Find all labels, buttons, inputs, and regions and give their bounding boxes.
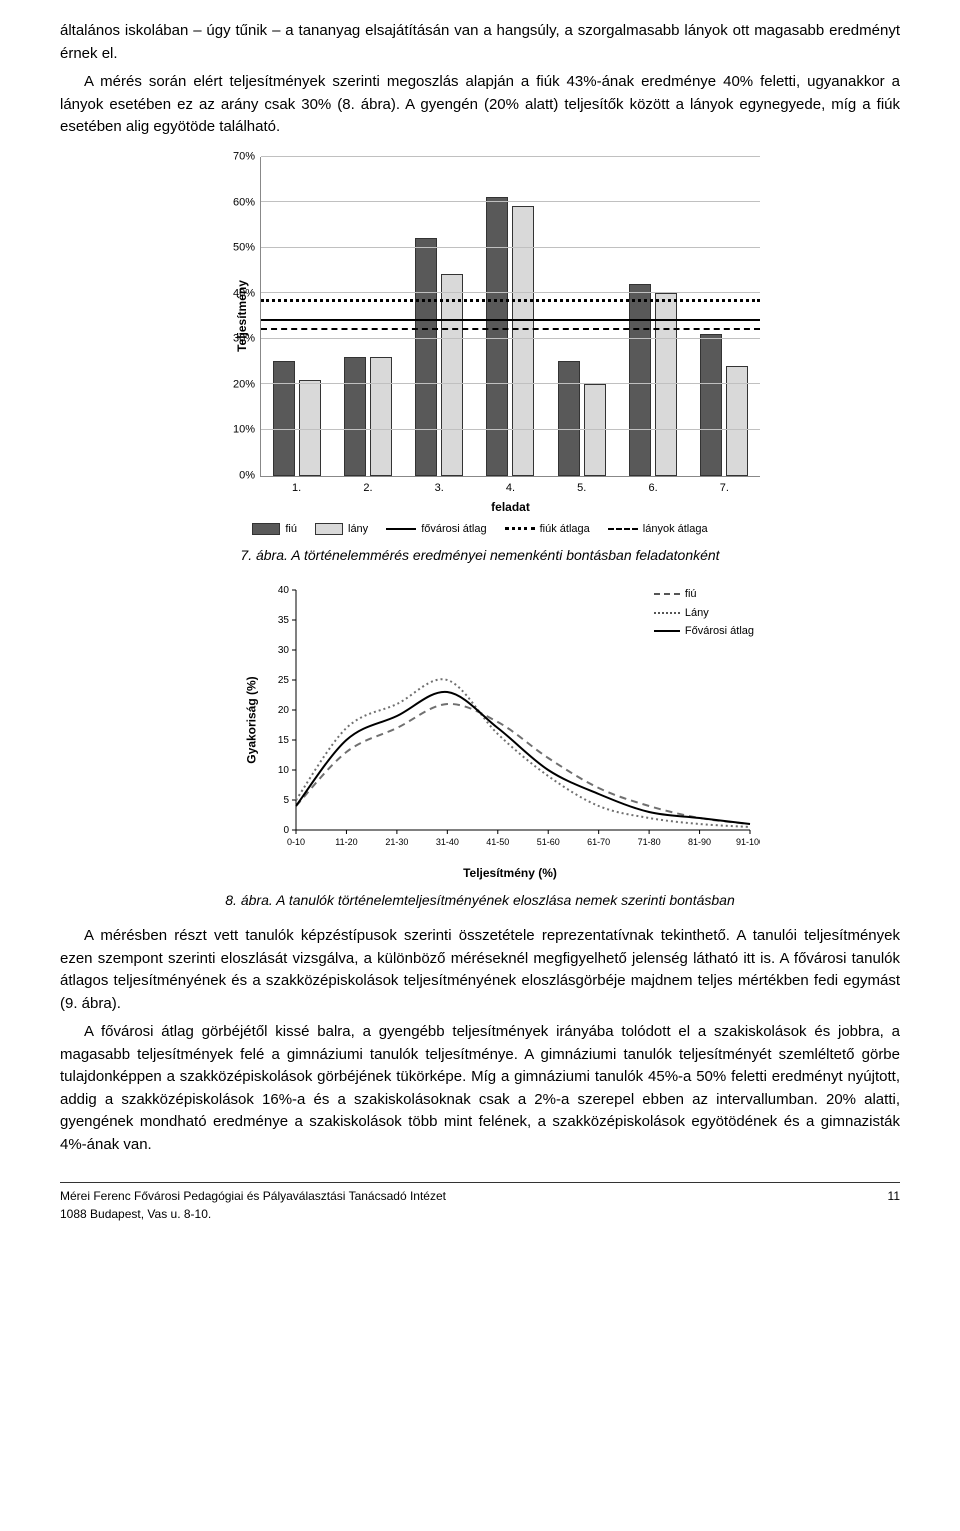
line-chart: Gyakoriság (%) 0 5 10 15 20 25 30 35 40 0-10 11-20…: [200, 580, 760, 882]
bar: [415, 238, 437, 476]
svg-text:40: 40: [278, 585, 290, 596]
y-tick: 0%: [221, 467, 255, 484]
x-tick: 5.: [546, 480, 617, 497]
svg-text:31-40: 31-40: [436, 837, 459, 847]
legend-label: fiúk átlaga: [540, 521, 590, 538]
y-tick: 30%: [221, 331, 255, 348]
page-number: 11: [888, 1187, 900, 1223]
bar-chart: Teljesítmény 1.2.3.4.5.6.7. feladat 0%10…: [200, 157, 760, 538]
footer-address: 1088 Budapest, Vas u. 8-10.: [60, 1205, 446, 1223]
legend-label: fővárosi átlag: [421, 521, 486, 538]
x-axis-label: Teljesítmény (%): [260, 864, 760, 882]
figure-caption: 8. ábra. A tanulók történelemteljesítmén…: [60, 890, 900, 911]
y-tick: 20%: [221, 376, 255, 393]
figure-caption: 7. ábra. A történelemmérés eredményei ne…: [60, 545, 900, 566]
x-tick: 1.: [261, 480, 332, 497]
footer-org: Mérei Ferenc Fővárosi Pedagógiai és Pály…: [60, 1187, 446, 1205]
legend-label: lányok átlaga: [643, 521, 708, 538]
bar: [629, 284, 651, 476]
svg-text:0-10: 0-10: [287, 837, 305, 847]
paragraph: A mérés során elért teljesítmények szeri…: [60, 71, 900, 139]
y-tick: 50%: [221, 239, 255, 256]
legend-label: Lány: [685, 605, 709, 622]
bar: [441, 274, 463, 475]
paragraph: A fővárosi átlag görbéjétől kissé balra,…: [60, 1021, 900, 1156]
svg-text:21-30: 21-30: [385, 837, 408, 847]
x-tick: 4.: [475, 480, 546, 497]
svg-text:10: 10: [278, 765, 290, 776]
chart-legend: fiú LányFővárosi átlag: [654, 584, 754, 642]
bar: [273, 361, 295, 475]
svg-text:81-90: 81-90: [688, 837, 711, 847]
bar: [558, 361, 580, 475]
svg-text:61-70: 61-70: [587, 837, 610, 847]
svg-text:11-20: 11-20: [335, 837, 357, 847]
svg-text:25: 25: [278, 675, 290, 686]
bar: [299, 380, 321, 476]
svg-text:0: 0: [283, 825, 289, 836]
y-tick: 40%: [221, 285, 255, 302]
x-tick: 2.: [332, 480, 403, 497]
legend-label: fiú: [285, 521, 297, 538]
legend-label: Fővárosi átlag: [685, 623, 754, 640]
y-tick: 70%: [221, 148, 255, 165]
svg-text:35: 35: [278, 615, 290, 626]
bar: [370, 357, 392, 476]
x-tick: 7.: [689, 480, 760, 497]
svg-text:91-100: 91-100: [736, 837, 760, 847]
legend-label: fiú: [685, 586, 697, 603]
y-axis-label: Gyakoriság (%): [243, 676, 261, 763]
svg-text:15: 15: [278, 735, 290, 746]
bar: [700, 334, 722, 476]
svg-text:71-80: 71-80: [638, 837, 661, 847]
bar: [486, 197, 508, 476]
y-tick: 60%: [221, 194, 255, 211]
x-tick: 3.: [404, 480, 475, 497]
legend-label: lány: [348, 521, 368, 538]
y-tick: 10%: [221, 422, 255, 439]
svg-text:5: 5: [283, 795, 289, 806]
svg-text:30: 30: [278, 645, 290, 656]
paragraph: A mérésben részt vett tanulók képzéstípu…: [60, 925, 900, 1015]
svg-text:51-60: 51-60: [537, 837, 560, 847]
chart-legend: fiú lány fővárosi átlag fiúk átlaga lányok á…: [200, 521, 760, 538]
svg-text:41-50: 41-50: [486, 837, 509, 847]
paragraph: általános iskolában – úgy tűnik – a tana…: [60, 20, 900, 65]
bar: [726, 366, 748, 476]
x-tick: 6.: [617, 480, 688, 497]
page-footer: Mérei Ferenc Fővárosi Pedagógiai és Pály…: [60, 1182, 900, 1223]
bar: [344, 357, 366, 476]
svg-text:20: 20: [278, 705, 290, 716]
x-axis-label: feladat: [261, 498, 760, 516]
